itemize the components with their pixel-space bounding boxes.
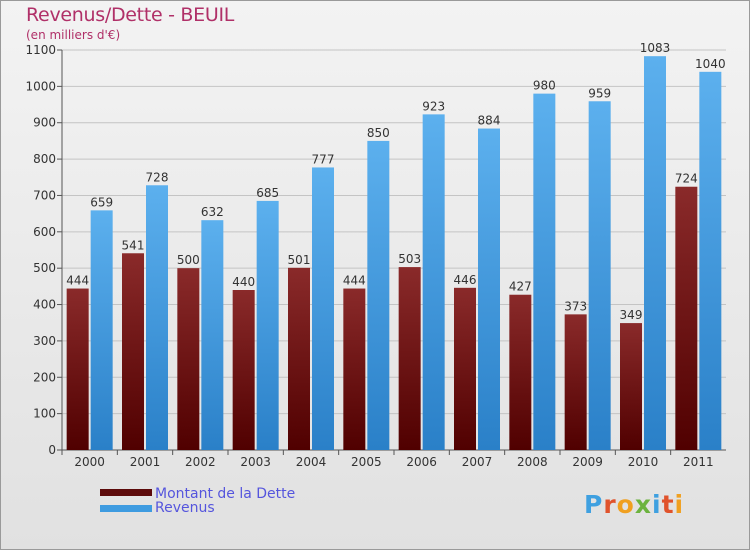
logo-letter: i: [652, 490, 662, 519]
data-label: 349: [620, 308, 643, 322]
bar-revenus: [312, 167, 334, 451]
gridlines: [57, 49, 726, 455]
y-tick-label: 0: [48, 443, 56, 457]
bar-dette: [232, 290, 255, 450]
data-label: 685: [256, 186, 279, 200]
bar-revenus: [588, 101, 611, 450]
data-label: 777: [312, 152, 335, 166]
x-tick-label: 2004: [296, 455, 327, 469]
x-tick-label: 2003: [240, 455, 271, 469]
bar-revenus: [146, 185, 168, 451]
y-tick-label: 900: [33, 116, 56, 130]
labels: 0 100 200 300 400 500 600 700 800 900 1000 1100 2000…: [25, 41, 725, 469]
bar-revenus: [256, 200, 279, 450]
data-label: 444: [343, 274, 366, 288]
chart-title: Revenus/Dette - BEUIL: [26, 4, 235, 26]
data-label: 500: [177, 253, 200, 267]
bar-dette: [177, 268, 200, 450]
data-label: 1083: [640, 41, 671, 55]
logo-letter: t: [661, 490, 675, 519]
y-tick-label: 1000: [25, 79, 56, 93]
data-label: 541: [122, 238, 145, 252]
legend-swatch-debt: [100, 489, 152, 496]
data-label: 503: [398, 252, 421, 266]
data-label: 724: [675, 172, 698, 186]
legend-swatch-revenus: [100, 505, 152, 512]
y-tick-label: 200: [33, 370, 56, 384]
bar-dette: [343, 288, 366, 450]
chart-subtitle: (en milliers d'€): [26, 28, 121, 42]
x-tick-label: 2001: [130, 455, 161, 469]
x-tick-label: 2006: [406, 455, 437, 469]
data-label: 444: [66, 274, 89, 288]
bar-revenus: [422, 114, 445, 450]
bar-revenus: [201, 220, 224, 450]
x-tick-label: 2011: [683, 455, 714, 469]
bar-revenus: [644, 56, 666, 450]
x-tick-label: 2007: [462, 455, 493, 469]
bar-dette: [122, 253, 144, 450]
y-tick-label: 300: [33, 334, 56, 348]
x-tick-label: 2002: [185, 455, 216, 469]
data-label: 440: [232, 275, 255, 289]
data-label: 632: [201, 205, 224, 219]
bar-revenus: [533, 93, 556, 451]
bar-dette: [675, 186, 698, 450]
bar-dette: [454, 287, 476, 450]
data-label: 373: [564, 299, 587, 313]
bar-dette: [66, 288, 89, 450]
data-label: 923: [422, 99, 445, 113]
y-tick-label: 700: [33, 188, 56, 202]
y-tick-label: 1100: [25, 43, 56, 57]
logo-letter: i: [674, 490, 685, 519]
y-tick-label: 800: [33, 152, 56, 166]
proxiti-logo: Proxiti: [584, 490, 684, 519]
legend-label-revenus: Revenus: [155, 500, 215, 516]
data-label: 980: [533, 79, 556, 93]
data-label: 884: [478, 114, 501, 128]
x-tick-label: 2005: [351, 455, 382, 469]
y-tick-label: 600: [33, 225, 56, 239]
bar-dette: [288, 267, 310, 450]
logo-letter: x: [634, 490, 652, 519]
x-tick-label: 2009: [572, 455, 603, 469]
bar-dette: [620, 323, 642, 450]
bar-dette: [509, 294, 532, 450]
y-tick-label: 100: [33, 407, 56, 421]
bar-dette: [564, 314, 587, 450]
data-label: 501: [288, 253, 311, 267]
bars: [66, 56, 722, 451]
bar-revenus: [699, 71, 722, 451]
data-label: 659: [90, 195, 113, 209]
data-label: 427: [509, 280, 532, 294]
logo-letter: o: [616, 490, 635, 519]
bar-dette: [398, 267, 421, 450]
x-tick-label: 2010: [628, 455, 659, 469]
data-label: 446: [454, 273, 477, 287]
bar-revenus: [90, 210, 113, 450]
bar-revenus: [478, 128, 500, 450]
logo-letter: r: [603, 490, 617, 519]
data-label: 959: [588, 86, 611, 100]
logo-letter: P: [584, 490, 604, 519]
data-label: 1040: [695, 57, 726, 71]
data-label: 850: [367, 126, 390, 140]
x-tick-label: 2000: [74, 455, 105, 469]
y-tick-label: 500: [33, 261, 56, 275]
legend-label-debt: Montant de la Dette: [155, 486, 296, 502]
data-label: 728: [146, 170, 169, 184]
x-tick-label: 2008: [517, 455, 548, 469]
bar-revenus: [367, 140, 390, 450]
y-tick-label: 400: [33, 298, 56, 312]
